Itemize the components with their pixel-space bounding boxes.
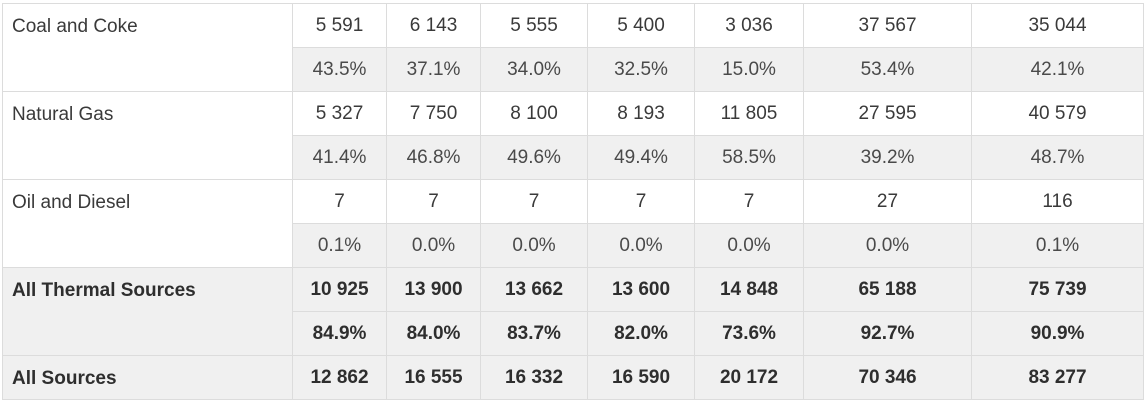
- value-cell: 65 188: [803, 267, 972, 312]
- row-label-all-thermal-sources: All Thermal Sources: [2, 267, 293, 356]
- value-cell: 8 193: [587, 91, 695, 136]
- value-cell: 16 590: [587, 355, 695, 400]
- row-label-coal-and-coke: Coal and Coke: [2, 3, 293, 92]
- value-cell: 37 567: [803, 3, 972, 48]
- share-cell: 48.7%: [971, 135, 1144, 180]
- share-cell: 39.2%: [803, 135, 972, 180]
- table-row: 41.4% 46.8% 49.6% 49.4% 58.5% 39.2% 48.7…: [3, 135, 1144, 180]
- table-row: All Thermal Sources 10 925 13 900 13 662…: [2, 267, 1144, 356]
- value-cell: 8 100: [480, 91, 588, 136]
- value-cell: 16 332: [480, 355, 588, 400]
- share-cell: 83.7%: [480, 311, 588, 356]
- value-cell: 20 172: [694, 355, 804, 400]
- value-cell: 83 277: [971, 355, 1144, 400]
- share-cell: 92.7%: [803, 311, 972, 356]
- value-cell: 7: [480, 179, 588, 224]
- value-cell: 7: [292, 179, 387, 224]
- value-cell: 10 925: [292, 267, 387, 312]
- table-row: Coal and Coke 5 591 6 143 5 555 5 400 3 …: [2, 3, 1144, 92]
- value-cell: 3 036: [694, 3, 804, 48]
- share-cell: 37.1%: [386, 47, 481, 92]
- table-row: Oil and Diesel 7 7 7 7 7 27 116: [2, 179, 1144, 268]
- value-cell: 11 805: [694, 91, 804, 136]
- value-cell: 35 044: [971, 3, 1144, 48]
- value-cell: 6 143: [386, 3, 481, 48]
- share-cell: 73.6%: [694, 311, 804, 356]
- table-row: 0.1% 0.0% 0.0% 0.0% 0.0% 0.0% 0.1%: [3, 223, 1144, 268]
- share-cell: 0.0%: [803, 223, 972, 268]
- share-cell: 0.0%: [694, 223, 804, 268]
- value-cell: 7 750: [386, 91, 481, 136]
- share-cell: 84.0%: [386, 311, 481, 356]
- value-cell: 7: [386, 179, 481, 224]
- value-cell: 7: [587, 179, 695, 224]
- value-cell: 40 579: [971, 91, 1144, 136]
- value-cell: 75 739: [971, 267, 1144, 312]
- row-label-natural-gas: Natural Gas: [2, 91, 293, 180]
- share-cell: 90.9%: [971, 311, 1144, 356]
- value-cell: 27 595: [803, 91, 972, 136]
- share-cell: 49.6%: [480, 135, 588, 180]
- value-cell: 7: [694, 179, 804, 224]
- value-cell: 116: [971, 179, 1144, 224]
- value-cell: 13 900: [386, 267, 481, 312]
- value-cell: 70 346: [803, 355, 972, 400]
- table-row: 43.5% 37.1% 34.0% 32.5% 15.0% 53.4% 42.1…: [3, 47, 1144, 92]
- value-cell: 5 555: [480, 3, 588, 48]
- value-cell: 5 327: [292, 91, 387, 136]
- share-cell: 15.0%: [694, 47, 804, 92]
- row-label-oil-and-diesel: Oil and Diesel: [2, 179, 293, 268]
- share-cell: 53.4%: [803, 47, 972, 92]
- value-cell: 5 591: [292, 3, 387, 48]
- share-cell: 43.5%: [292, 47, 387, 92]
- table-row: All Sources 12 862 16 555 16 332 16 590 …: [2, 355, 1144, 400]
- share-cell: 32.5%: [587, 47, 695, 92]
- energy-sources-table: Coal and Coke 5 591 6 143 5 555 5 400 3 …: [2, 3, 1144, 400]
- share-cell: 0.0%: [587, 223, 695, 268]
- share-cell: 0.1%: [292, 223, 387, 268]
- value-cell: 13 600: [587, 267, 695, 312]
- value-cell: 12 862: [292, 355, 387, 400]
- value-cell: 16 555: [386, 355, 481, 400]
- share-cell: 42.1%: [971, 47, 1144, 92]
- table-row: 84.9% 84.0% 83.7% 82.0% 73.6% 92.7% 90.9…: [3, 311, 1144, 356]
- share-cell: 0.0%: [386, 223, 481, 268]
- table-row: Natural Gas 5 327 7 750 8 100 8 193 11 8…: [2, 91, 1144, 180]
- share-cell: 84.9%: [292, 311, 387, 356]
- value-cell: 5 400: [587, 3, 695, 48]
- share-cell: 46.8%: [386, 135, 481, 180]
- value-cell: 13 662: [480, 267, 588, 312]
- share-cell: 34.0%: [480, 47, 588, 92]
- row-label-all-sources: All Sources: [2, 355, 293, 400]
- value-cell: 27: [803, 179, 972, 224]
- share-cell: 41.4%: [292, 135, 387, 180]
- share-cell: 82.0%: [587, 311, 695, 356]
- share-cell: 49.4%: [587, 135, 695, 180]
- share-cell: 58.5%: [694, 135, 804, 180]
- share-cell: 0.1%: [971, 223, 1144, 268]
- share-cell: 0.0%: [480, 223, 588, 268]
- value-cell: 14 848: [694, 267, 804, 312]
